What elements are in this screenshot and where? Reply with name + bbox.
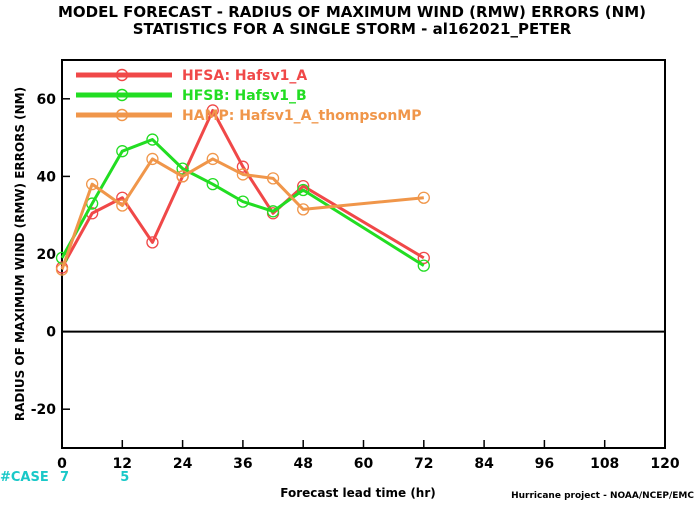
data-point: [116, 145, 129, 158]
series-group: [55, 104, 430, 276]
legend-label: HAMP: Hafsv1_A_thompsonMP: [182, 108, 422, 124]
data-point: [417, 251, 430, 265]
case-count: 5: [120, 470, 129, 485]
data-point: [176, 162, 189, 175]
x-tick-label: 12: [113, 456, 132, 472]
data-point: [266, 172, 280, 185]
x-axis-title: Forecast lead time (hr): [280, 486, 436, 500]
case-count: 7: [60, 470, 69, 485]
x-tick-label: 120: [650, 456, 679, 472]
legend-swatch-marker: [115, 88, 129, 102]
data-point: [236, 160, 250, 173]
data-point: [297, 203, 310, 216]
y-tick-label: 0: [46, 325, 56, 341]
series-line-3: [60, 157, 424, 271]
data-point: [236, 195, 250, 208]
data-point: [86, 178, 99, 191]
y-tick-label: 60: [37, 92, 57, 108]
y-axis-title: RADIUS OF MAXIMUM WIND (RMW) ERRORS (NM): [13, 87, 27, 421]
data-point: [206, 152, 219, 166]
chart-subtitle: STATISTICS FOR A SINGLE STORM - al162021…: [133, 20, 572, 38]
data-point: [266, 205, 280, 218]
x-tick-label: 24: [173, 456, 193, 472]
data-point: [206, 104, 219, 117]
legend: HFSA: Hafsv1_A HFSB: Hafsv1_B HAMP: Hafsv1…: [76, 68, 422, 124]
x-tick-label: 96: [535, 456, 554, 472]
x-tick-label: 48: [293, 456, 312, 472]
series-line-2: [60, 138, 425, 267]
data-point: [55, 263, 69, 276]
legend-label: HFSB: Hafsv1_B: [182, 88, 307, 104]
data-point: [146, 236, 159, 249]
x-tick-label: 60: [354, 456, 374, 472]
x-tick-label: 36: [233, 456, 252, 472]
x-tick-label: 0: [57, 456, 67, 472]
data-point: [206, 178, 219, 191]
axis-ticks: 0 12 24 36 48 60 72 84 96 108 120 -20 0 20 40 60: [31, 92, 680, 472]
x-tick-label: 108: [590, 456, 619, 472]
y-tick-label: 40: [37, 169, 57, 185]
data-point: [116, 199, 129, 212]
series-line-1: [60, 108, 425, 269]
legend-swatch-marker: [115, 108, 129, 122]
data-point: [236, 168, 250, 181]
x-tick-label: 84: [474, 456, 494, 472]
legend-label: HFSA: Hafsv1_A: [182, 68, 307, 84]
chart-title: MODEL FORECAST - RADIUS OF MAXIMUM WIND …: [58, 3, 646, 21]
y-tick-label: 20: [37, 247, 57, 263]
data-point: [297, 183, 310, 197]
data-point: [146, 133, 159, 146]
data-point: [176, 170, 189, 183]
data-point: [146, 152, 159, 166]
legend-swatch-marker: [115, 68, 129, 82]
case-label: #CASE: [0, 470, 49, 485]
data-point: [417, 259, 430, 272]
credit-text: Hurricane project - NOAA/NCEP/EMC: [511, 491, 694, 501]
y-tick-label: -20: [31, 402, 57, 418]
data-point: [417, 191, 430, 204]
x-tick-label: 72: [414, 456, 433, 472]
